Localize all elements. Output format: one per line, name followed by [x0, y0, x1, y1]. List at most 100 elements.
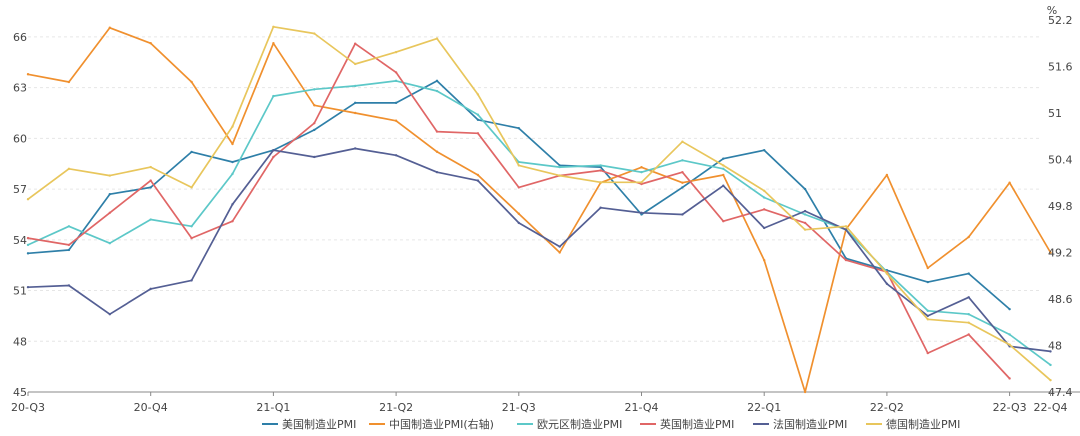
- grid-layer: [28, 36, 1040, 393]
- right-axis-tick-label: 51: [1048, 107, 1062, 120]
- data-point: [435, 170, 439, 174]
- data-point: [763, 259, 766, 262]
- data-point: [763, 196, 766, 199]
- legend-label: 中国制造业PMI(右轴): [389, 417, 494, 431]
- data-point: [640, 182, 643, 186]
- data-point: [681, 159, 684, 162]
- data-point: [354, 147, 357, 150]
- data-point: [190, 236, 193, 240]
- data-point: [926, 351, 929, 355]
- data-point: [394, 79, 398, 83]
- data-point: [844, 228, 848, 231]
- data-point: [354, 101, 357, 105]
- data-point: [149, 218, 152, 221]
- data-point: [803, 209, 807, 213]
- series-line-0: [27, 80, 1011, 310]
- data-point: [231, 160, 234, 164]
- left-axis-tick-label: 51: [13, 285, 27, 298]
- x-axis-tick-label: 22-Q2: [870, 401, 904, 414]
- data-point: [67, 225, 71, 228]
- data-point: [681, 213, 684, 216]
- data-point: [231, 125, 234, 128]
- left-axis-tick-label: 60: [13, 132, 27, 145]
- data-point: [272, 94, 275, 98]
- x-axis-tick-label: 20-Q4: [134, 401, 168, 414]
- data-point: [394, 50, 398, 54]
- data-point: [231, 142, 234, 146]
- data-point: [517, 212, 520, 215]
- x-axis-tick-label: 21-Q1: [256, 401, 290, 414]
- data-point: [231, 172, 234, 176]
- data-point: [926, 309, 929, 313]
- data-point: [926, 280, 929, 284]
- right-axis-ticks: 47.4 48 48.6 49.2 49.8 50.4 51 51.6 52.2: [1048, 14, 1073, 399]
- data-point: [967, 235, 970, 239]
- data-point: [517, 127, 520, 130]
- data-point: [435, 89, 439, 93]
- legend-label: 法国制造业PMI: [773, 417, 847, 431]
- data-point: [108, 26, 112, 29]
- data-point: [967, 313, 970, 316]
- data-point: [354, 111, 357, 115]
- data-point: [67, 80, 71, 84]
- data-point: [1008, 181, 1011, 184]
- data-point: [558, 164, 561, 167]
- data-point: [313, 88, 316, 91]
- legend-item: 法国制造业PMI: [753, 417, 847, 431]
- data-point: [722, 173, 725, 177]
- data-point: [231, 220, 234, 223]
- data-point: [26, 236, 30, 240]
- right-axis-tick-label: 52.2: [1048, 14, 1073, 27]
- data-point: [517, 160, 520, 164]
- series-line-5: [27, 25, 1052, 382]
- data-point: [885, 282, 889, 285]
- left-axis-tick-label: 54: [13, 234, 27, 247]
- data-point: [722, 157, 725, 160]
- data-point: [1049, 251, 1052, 254]
- data-point: [231, 203, 234, 206]
- left-axis-tick-label: 45: [13, 386, 27, 399]
- data-point: [26, 285, 30, 289]
- data-point: [926, 314, 929, 318]
- data-point: [558, 251, 561, 254]
- data-point: [476, 173, 480, 177]
- data-point: [599, 164, 602, 167]
- data-point: [435, 37, 439, 40]
- data-point: [640, 213, 643, 216]
- data-point: [1049, 378, 1052, 382]
- x-axis-tick-label: 21-Q4: [624, 401, 658, 414]
- data-point: [394, 71, 398, 74]
- data-point: [435, 130, 439, 133]
- legend-item: 德国制造业PMI: [866, 417, 960, 431]
- right-axis-tick-label: 50.4: [1048, 154, 1073, 167]
- right-axis-tick-label: 48: [1048, 340, 1062, 353]
- series-line-1: [27, 26, 1052, 393]
- x-axis-tick-label: 21-Q2: [379, 401, 413, 414]
- data-point: [681, 170, 684, 174]
- data-point: [517, 186, 520, 189]
- legend-label: 英国制造业PMI: [660, 417, 734, 431]
- data-point: [272, 25, 275, 28]
- right-axis-tick-label: 51.6: [1048, 61, 1073, 74]
- data-point: [476, 93, 480, 96]
- data-point: [967, 333, 970, 336]
- data-point: [476, 118, 480, 121]
- data-point: [722, 220, 725, 223]
- legend-item: 美国制造业PMI: [262, 417, 356, 431]
- data-point: [558, 245, 561, 248]
- data-point: [313, 155, 316, 159]
- data-point: [108, 313, 112, 316]
- data-point: [558, 165, 561, 169]
- left-axis-ticks: 45 48 51 54 57 60 63 66: [13, 31, 27, 399]
- data-point: [640, 170, 643, 174]
- data-point: [844, 258, 848, 262]
- data-point: [763, 208, 766, 211]
- data-point: [149, 287, 152, 291]
- series-line-4: [27, 147, 1052, 353]
- data-point: [967, 272, 970, 275]
- data-point: [722, 184, 725, 187]
- x-axis-tick-label: 22-Q4: [1033, 401, 1067, 414]
- data-point: [190, 279, 193, 282]
- right-axis-unit-label: %: [1047, 4, 1057, 17]
